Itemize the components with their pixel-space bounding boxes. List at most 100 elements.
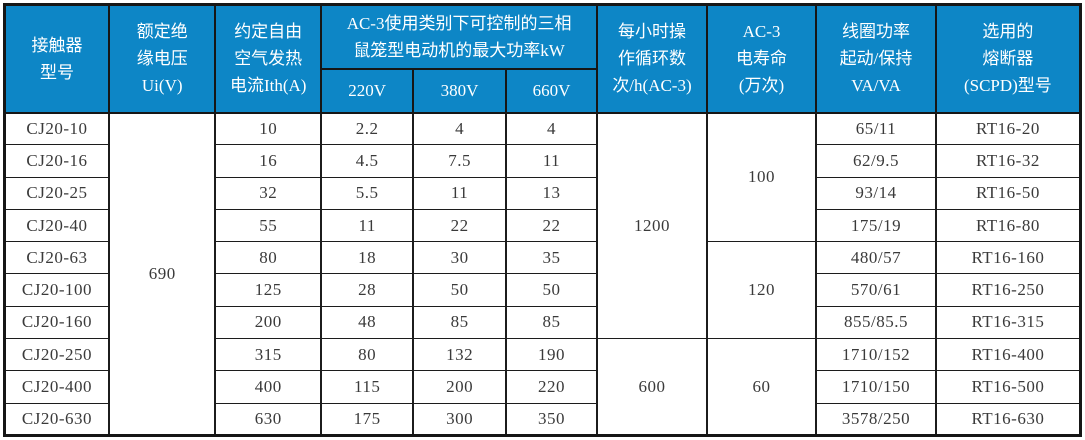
cell-p660: 190: [504, 338, 599, 372]
cell-coil: 570/61: [815, 273, 937, 307]
cell-ith: 80: [214, 241, 322, 275]
cell-model: CJ20-63: [3, 241, 110, 275]
table-row: CJ20-400 400 115 200 220 1710/150 RT16-5…: [3, 370, 1082, 404]
cell-p220: 18: [319, 241, 415, 275]
header-contactor-model: 接触器 型号: [3, 3, 110, 114]
cell-model: CJ20-400: [3, 370, 110, 404]
cell-fuse: RT16-50: [934, 176, 1082, 210]
header-ac3-power-group: AC-3使用类别下可控制的三相 鼠笼型电动机的最大功率kW: [319, 3, 599, 70]
cell-p380: 300: [412, 402, 507, 437]
cell-fuse: RT16-400: [934, 338, 1082, 372]
cell-p380: 200: [412, 370, 507, 404]
header-electrical-life: AC-3 电寿命 (万次): [705, 3, 818, 114]
cell-p220: 48: [319, 305, 415, 340]
cell-p380: 50: [412, 273, 507, 307]
cell-p220: 28: [319, 273, 415, 307]
cell-fuse: RT16-20: [934, 111, 1082, 146]
cell-fuse: RT16-80: [934, 208, 1082, 243]
header-voltage-380: 380V: [412, 67, 507, 114]
header-voltage-220: 220V: [319, 67, 415, 114]
cell-p380: 30: [412, 241, 507, 275]
cell-p380: 7.5: [412, 144, 507, 178]
header-row-group: 接触器 型号 额定绝 缘电压 Ui(V) 约定自由 空气发热 电流Ith(A) …: [3, 3, 1082, 114]
cell-model: CJ20-16: [3, 144, 110, 178]
cell-ith: 315: [214, 338, 322, 372]
cell-p220: 115: [319, 370, 415, 404]
cell-ith: 10: [214, 111, 322, 146]
cell-p660: 220: [504, 370, 599, 404]
cell-cycles: 1200: [596, 111, 708, 340]
cell-coil: 3578/250: [815, 402, 937, 437]
table-row: CJ20-10 690 10 2.2 4 4 1200 100 65/11 RT…: [3, 111, 1082, 436]
cell-p380: 22: [412, 208, 507, 243]
cell-coil: 62/9.5: [815, 144, 937, 178]
cell-coil: 175/19: [815, 208, 937, 243]
cell-ith: 32: [214, 176, 322, 210]
cell-coil: 65/11: [815, 111, 937, 146]
cell-p220: 5.5: [319, 176, 415, 210]
cell-life: 60: [705, 338, 818, 436]
header-insulation-voltage: 额定绝 缘电压 Ui(V): [107, 3, 217, 114]
cell-p220: 80: [319, 338, 415, 372]
table-row: CJ20-250 315 80 132 190 600 60 1710/152 …: [3, 338, 1082, 436]
cell-p660: 13: [504, 176, 599, 210]
cell-p220: 175: [319, 402, 415, 437]
header-thermal-current: 约定自由 空气发热 电流Ith(A): [214, 3, 322, 114]
cell-fuse: RT16-630: [934, 402, 1082, 437]
cell-model: CJ20-40: [3, 208, 110, 243]
table-row: CJ20-25 32 5.5 11 13 93/14 RT16-50: [3, 176, 1082, 210]
cell-model: CJ20-630: [3, 402, 110, 437]
cell-ith: 16: [214, 144, 322, 178]
table-header: 接触器 型号 额定绝 缘电压 Ui(V) 约定自由 空气发热 电流Ith(A) …: [3, 3, 1082, 114]
table-body: CJ20-10 690 10 2.2 4 4 1200 100 65/11 RT…: [3, 111, 1082, 437]
cell-fuse: RT16-32: [934, 144, 1082, 178]
table-row: CJ20-40 55 11 22 22 175/19 RT16-80: [3, 208, 1082, 243]
cell-ith: 400: [214, 370, 322, 404]
cell-ith: 55: [214, 208, 322, 243]
cell-model: CJ20-10: [3, 111, 110, 146]
header-voltage-660: 660V: [504, 67, 599, 114]
cell-p380: 11: [412, 176, 507, 210]
cell-p660: 4: [504, 111, 599, 146]
cell-p220: 4.5: [319, 144, 415, 178]
header-cycles-per-hour: 每小时操 作循环数 次/h(AC-3): [596, 3, 708, 114]
cell-p220: 2.2: [319, 111, 415, 146]
cell-fuse: RT16-315: [934, 305, 1082, 340]
cell-p660: 11: [504, 144, 599, 178]
cell-model: CJ20-100: [3, 273, 110, 307]
cell-p380: 85: [412, 305, 507, 340]
cell-coil: 1710/152: [815, 338, 937, 372]
cell-p380: 132: [412, 338, 507, 372]
cell-coil: 480/57: [815, 241, 937, 275]
cell-fuse: RT16-160: [934, 241, 1082, 275]
cell-life: 120: [705, 241, 818, 340]
cell-p220: 11: [319, 208, 415, 243]
cell-p660: 22: [504, 208, 599, 243]
cell-coil: 93/14: [815, 176, 937, 210]
cell-p380: 4: [412, 111, 507, 146]
cell-p660: 50: [504, 273, 599, 307]
cell-model: CJ20-250: [3, 338, 110, 372]
cell-coil: 1710/150: [815, 370, 937, 404]
header-coil-power: 线圈功率 起动/保持 VA/VA: [815, 3, 937, 114]
cell-fuse: RT16-500: [934, 370, 1082, 404]
cell-coil: 855/85.5: [815, 305, 937, 340]
cell-fuse: RT16-250: [934, 273, 1082, 307]
cell-p660: 35: [504, 241, 599, 275]
cell-life: 100: [705, 111, 818, 243]
cell-ith: 630: [214, 402, 322, 437]
cell-cycles: 600: [596, 338, 708, 436]
cell-p660: 350: [504, 402, 599, 437]
cell-model: CJ20-160: [3, 305, 110, 340]
table-row: CJ20-630 630 175 300 350 3578/250 RT16-6…: [3, 402, 1082, 437]
cell-p660: 85: [504, 305, 599, 340]
cell-ith: 125: [214, 273, 322, 307]
header-row-voltages: 220V 380V 660V: [5, 67, 1081, 114]
header-fuse-type: 选用的 熔断器 (SCPD)型号: [934, 3, 1082, 114]
cell-model: CJ20-25: [3, 176, 110, 210]
contactor-spec-table: 接触器 型号 额定绝 缘电压 Ui(V) 约定自由 空气发热 电流Ith(A) …: [3, 3, 1082, 437]
cell-insulation-voltage: 690: [107, 112, 217, 436]
cell-ith: 200: [214, 305, 322, 340]
table-row: CJ20-100 125 28 50 50 570/61 RT16-250: [3, 273, 1082, 307]
